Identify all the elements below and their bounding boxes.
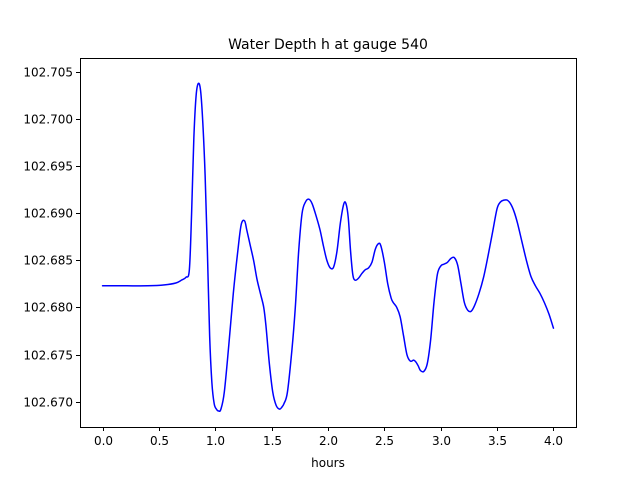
plot-frame — [80, 58, 577, 428]
y-tick-label: 102.670 — [23, 396, 73, 410]
x-axis-ticks: 0.0 0.5 1.0 1.5 2.0 2.5 3.0 3.5 4.0 — [94, 427, 563, 448]
x-tick-label: 3.0 — [432, 434, 451, 448]
y-tick-label: 102.700 — [23, 113, 73, 127]
x-tick-label: 3.5 — [488, 434, 507, 448]
x-tick-label: 0.5 — [150, 434, 169, 448]
x-axis-label: hours — [311, 456, 345, 470]
x-tick-label: 4.0 — [544, 434, 563, 448]
y-tick-label: 102.680 — [23, 301, 73, 315]
y-tick-label: 102.705 — [23, 66, 73, 80]
x-tick-label: 0.0 — [94, 434, 113, 448]
x-tick-label: 1.5 — [263, 434, 282, 448]
x-tick-label: 2.5 — [375, 434, 394, 448]
water-depth-line — [101, 82, 555, 412]
y-tick-label: 102.675 — [23, 349, 73, 363]
x-tick-label: 1.0 — [206, 434, 225, 448]
y-axis-ticks: 102.670 102.675 102.680 102.685 102.690 102.6… — [23, 66, 80, 410]
y-tick-label: 102.685 — [23, 254, 73, 268]
y-tick-label: 102.690 — [23, 207, 73, 221]
y-tick-label: 102.695 — [23, 160, 73, 174]
chart-title: Water Depth h at gauge 540 — [228, 37, 428, 53]
x-tick-label: 2.0 — [319, 434, 338, 448]
